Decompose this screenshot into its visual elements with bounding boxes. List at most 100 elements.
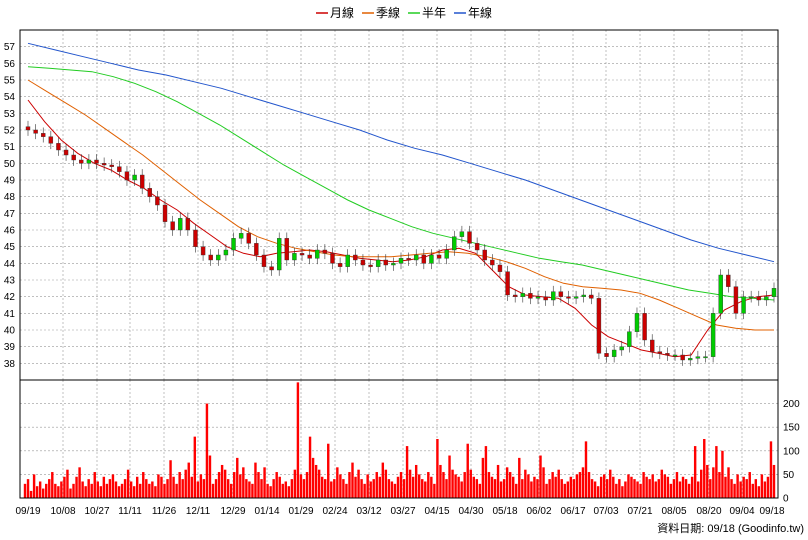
volume-bar xyxy=(466,443,469,498)
legend-item-monthly: 月線 xyxy=(316,5,354,20)
volume-bar xyxy=(375,472,378,498)
candle-body xyxy=(155,196,160,206)
volume-bar xyxy=(48,479,51,498)
x-tick-label: 10/27 xyxy=(84,506,109,517)
volume-bar xyxy=(527,474,530,498)
candle-body xyxy=(117,166,122,172)
candle-body xyxy=(375,259,381,267)
candle xyxy=(467,225,472,250)
volume-bar xyxy=(139,483,142,498)
volume-bar xyxy=(448,455,451,498)
volume-bar xyxy=(660,469,664,498)
volume-bar xyxy=(366,474,369,498)
candle-body xyxy=(505,271,510,296)
candle xyxy=(94,154,99,170)
volume-bar xyxy=(657,479,660,498)
candle xyxy=(25,120,31,136)
candle xyxy=(178,212,183,236)
volume-bar xyxy=(223,469,227,498)
volume-bar xyxy=(178,472,181,498)
legend-label: 月線 xyxy=(330,5,354,20)
volume-bar xyxy=(727,467,730,498)
candle xyxy=(56,137,61,156)
volume-bar xyxy=(487,472,491,498)
candle xyxy=(581,289,586,303)
candle-body xyxy=(277,238,282,271)
volume-bar xyxy=(41,488,45,498)
volume-bar xyxy=(157,474,160,498)
candle-body xyxy=(322,249,328,254)
volume-bar xyxy=(539,455,542,498)
x-tick-label: 08/05 xyxy=(661,506,686,517)
volume-bar xyxy=(493,479,497,498)
candle xyxy=(710,307,716,363)
volume-bar xyxy=(193,436,197,498)
x-tick-label: 12/29 xyxy=(220,506,245,517)
x-tick-label: 07/21 xyxy=(627,506,652,517)
candle xyxy=(573,290,579,305)
candle-body xyxy=(86,159,92,164)
volume-bar xyxy=(478,483,482,498)
volume-bar xyxy=(463,472,466,498)
candle xyxy=(48,130,54,150)
candle xyxy=(543,290,548,306)
volume-bar xyxy=(348,472,351,498)
volume-bar xyxy=(132,486,136,498)
price-tick-label: 54 xyxy=(4,92,16,103)
legend-item-yearly: 年線 xyxy=(454,5,492,20)
price-tick-label: 49 xyxy=(4,176,16,187)
volume-bar xyxy=(654,481,657,498)
candle xyxy=(680,349,685,366)
candle xyxy=(322,244,328,260)
candle xyxy=(726,269,731,293)
x-axis: 09/19 10/08 10/27 11/11 11/26 12/11 12/29 01/14… xyxy=(15,506,784,517)
x-tick-label: 10/08 xyxy=(50,506,75,517)
candle-body xyxy=(185,218,191,231)
candle xyxy=(223,244,229,261)
volume-bar xyxy=(630,476,633,498)
candle-body xyxy=(474,243,480,251)
volume-bar xyxy=(314,464,318,498)
volume-bar xyxy=(320,476,324,498)
volume-bar xyxy=(345,483,348,498)
volume-bar xyxy=(396,476,400,498)
volume-bar xyxy=(151,481,154,498)
volume-bar xyxy=(45,483,48,498)
volume-bar xyxy=(60,481,63,498)
volume-tick-label: 50 xyxy=(783,470,795,481)
candle-body xyxy=(94,159,99,164)
volume-bar xyxy=(72,483,75,498)
volume-bar xyxy=(648,479,651,498)
candle-body xyxy=(543,296,548,301)
candle xyxy=(459,225,465,243)
legend-label: 季線 xyxy=(376,5,400,20)
candle xyxy=(345,249,350,273)
volume-bar xyxy=(175,483,178,498)
volume-bar xyxy=(499,481,503,498)
x-tick-label: 05/18 xyxy=(492,506,517,517)
x-tick-label: 03/27 xyxy=(390,506,415,517)
price-tick-label: 44 xyxy=(4,259,16,270)
candle-body xyxy=(436,254,442,259)
volume-bar xyxy=(536,479,539,498)
volume-bar xyxy=(718,472,721,498)
volume-bar xyxy=(63,476,66,498)
volume-bar xyxy=(260,479,263,498)
candle-body xyxy=(178,218,183,231)
volume-bar xyxy=(281,483,284,498)
candle xyxy=(360,254,366,271)
price-tick-label: 53 xyxy=(4,109,16,120)
candle xyxy=(505,265,510,301)
volume-bar xyxy=(81,481,84,498)
volume-bar xyxy=(624,481,627,498)
candle-body xyxy=(261,254,267,267)
candle xyxy=(558,285,564,303)
volume-bar xyxy=(515,483,518,498)
candle-body xyxy=(345,254,350,267)
candle xyxy=(596,292,602,360)
candle-body xyxy=(315,249,320,259)
volume-bar xyxy=(245,479,248,498)
candle xyxy=(41,127,46,143)
volume-bar xyxy=(557,469,560,498)
